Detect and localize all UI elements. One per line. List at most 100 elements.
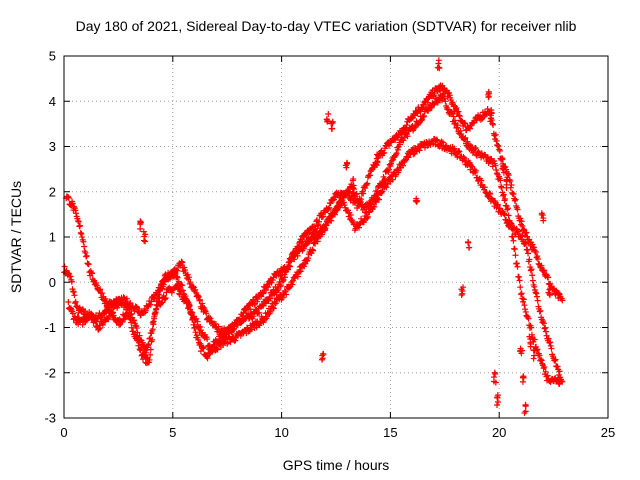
track-b-point: [297, 268, 304, 275]
track-a-point: [252, 306, 259, 313]
track-c-point: [75, 218, 82, 225]
track-a-point: [391, 135, 398, 142]
track-a-point: [277, 282, 284, 289]
track-b-point: [189, 309, 196, 316]
track-a-point: [534, 256, 541, 263]
track-c-point: [458, 131, 465, 138]
track-c-point: [237, 318, 244, 325]
track-a-point: [438, 83, 445, 90]
track-c-point: [167, 274, 174, 281]
track-c-point: [76, 223, 83, 230]
isolated-point: [487, 115, 494, 122]
isolated-point: [520, 373, 527, 380]
track-b-point: [389, 176, 396, 183]
track-a-point: [273, 287, 280, 294]
y-tick-label: -2: [44, 365, 56, 380]
track-b-point: [136, 332, 143, 339]
track-b-point: [294, 273, 301, 280]
track-c-point: [291, 256, 298, 263]
track-a-point: [200, 344, 207, 351]
track-c-point: [83, 252, 90, 259]
track-a-point: [529, 241, 536, 248]
track-c-point: [97, 286, 104, 293]
track-c-point: [173, 266, 180, 273]
track-a-point: [147, 351, 154, 358]
track-c-point: [504, 206, 511, 213]
isolated-point: [527, 336, 534, 343]
track-c-point: [517, 284, 524, 291]
isolated-point: [531, 347, 538, 354]
track-a-point: [72, 300, 79, 307]
track-b-point: [272, 300, 279, 307]
isolated-point: [494, 394, 501, 401]
track-a-point: [514, 206, 521, 213]
track-c-point: [428, 104, 435, 111]
track-a-point: [195, 336, 202, 343]
track-c-point: [337, 202, 344, 209]
track-a-point: [277, 283, 284, 290]
track-b-point: [471, 166, 478, 173]
track-a-point: [495, 143, 502, 150]
track-c-point: [520, 296, 527, 303]
track-a-point: [534, 253, 541, 260]
isolated-point: [522, 401, 529, 408]
x-tick-label: 20: [492, 425, 506, 440]
chart-title: Day 180 of 2021, Sidereal Day-to-day VTE…: [76, 18, 577, 34]
track-c-point: [195, 293, 202, 300]
track-c-point: [212, 320, 219, 327]
track-b-point: [143, 347, 150, 354]
track-c-point: [537, 356, 544, 363]
x-tick-label: 25: [601, 425, 615, 440]
track-b-point: [147, 335, 154, 342]
track-b-point: [95, 326, 102, 333]
track-b-point: [433, 136, 440, 143]
track-a-point: [533, 254, 540, 261]
track-a-point: [316, 218, 322, 225]
track-b-point: [516, 228, 523, 235]
track-c-point: [497, 177, 504, 184]
track-c-point: [432, 95, 439, 102]
track-c-point: [215, 323, 222, 330]
track-c-point: [65, 193, 72, 200]
track-a-point: [116, 322, 123, 329]
track-b-point: [237, 332, 244, 339]
track-c-point: [322, 226, 329, 233]
track-c-point: [388, 160, 395, 167]
track-b-point: [451, 145, 458, 152]
track-c-point: [381, 175, 388, 182]
track-b-point: [149, 319, 156, 326]
isolated-point: [435, 57, 442, 64]
track-c-point: [247, 306, 254, 313]
track-c-point: [80, 238, 87, 245]
track-c-point: [196, 297, 203, 304]
track-c-point: [179, 259, 186, 266]
track-c-point: [501, 197, 508, 204]
track-c-point: [197, 296, 204, 303]
track-b-point: [281, 287, 288, 294]
track-c-point: [361, 209, 368, 216]
track-b-point: [132, 322, 139, 329]
track-b-point: [456, 148, 463, 155]
y-tick-labels: -3 -2 -1 0 1 2 3 4 5: [44, 49, 56, 426]
track-c-point: [78, 230, 85, 237]
track-c-point: [199, 303, 206, 310]
track-c-point: [72, 207, 79, 214]
track-b-point: [162, 295, 169, 302]
track-a-point: [70, 288, 77, 295]
track-c-point: [356, 195, 363, 202]
track-c-point: [374, 188, 381, 195]
track-b-point: [416, 147, 423, 154]
track-b-point: [532, 289, 539, 296]
track-b-point: [149, 327, 156, 334]
track-c-point: [296, 246, 303, 253]
track-b-point: [461, 154, 468, 161]
track-a-point: [120, 316, 127, 323]
track-b-point: [531, 283, 538, 290]
track-a-point: [306, 229, 313, 236]
track-b-point: [303, 258, 310, 265]
axis-ticks: [63, 55, 609, 419]
track-b-point: [150, 318, 157, 325]
track-c-point: [509, 233, 516, 240]
track-b-point: [472, 167, 479, 174]
track-c-point: [450, 113, 457, 120]
